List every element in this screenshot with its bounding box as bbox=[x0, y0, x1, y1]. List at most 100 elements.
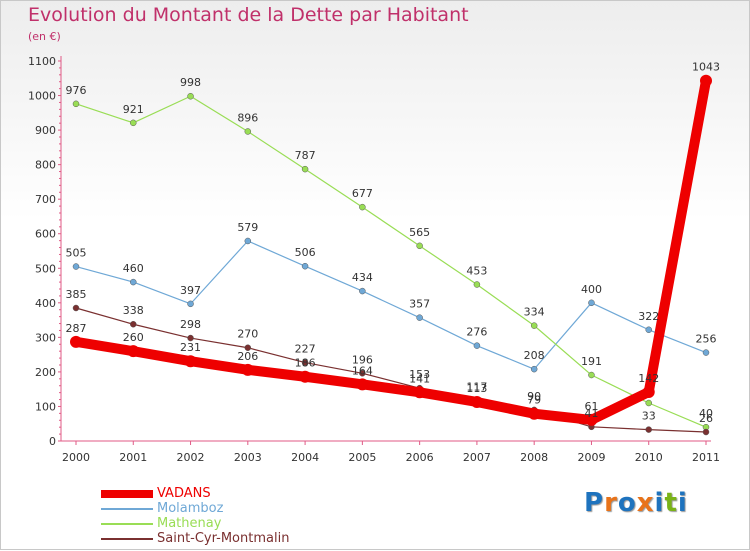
y-minor-tick bbox=[59, 412, 61, 414]
y-tick-label: 600 bbox=[35, 228, 56, 241]
data-label: 61 bbox=[584, 400, 598, 413]
x-tick-label: 2000 bbox=[62, 451, 90, 464]
data-label: 142 bbox=[638, 372, 659, 385]
data-point bbox=[645, 426, 652, 433]
data-point bbox=[530, 365, 538, 373]
chart-title: Evolution du Montant de la Dette par Hab… bbox=[28, 4, 469, 26]
data-label: 79 bbox=[527, 394, 541, 407]
data-label: 276 bbox=[466, 326, 487, 339]
y-minor-tick bbox=[59, 136, 61, 138]
data-point bbox=[588, 299, 595, 307]
data-label: 565 bbox=[409, 226, 430, 239]
data-label: 460 bbox=[123, 262, 144, 275]
data-label: 322 bbox=[638, 310, 659, 323]
data-point bbox=[473, 342, 481, 349]
data-point bbox=[70, 335, 82, 348]
data-label: 896 bbox=[237, 111, 258, 124]
y-minor-tick bbox=[59, 171, 61, 173]
legend-swatch bbox=[101, 523, 153, 525]
y-minor-tick bbox=[59, 191, 61, 193]
data-point bbox=[301, 359, 309, 366]
data-point bbox=[72, 263, 80, 270]
series-line-molamboz bbox=[75, 240, 707, 370]
data-label: 164 bbox=[352, 364, 373, 377]
x-tick-label: 2003 bbox=[234, 451, 262, 464]
data-point bbox=[359, 203, 366, 211]
x-tick-label: 2004 bbox=[291, 451, 319, 464]
data-label: 385 bbox=[66, 288, 87, 301]
proxiti-logo: Proxiti bbox=[584, 488, 688, 518]
y-minor-tick bbox=[59, 177, 61, 179]
y-minor-tick bbox=[59, 253, 61, 255]
data-point bbox=[416, 314, 423, 321]
data-point bbox=[187, 92, 194, 100]
data-label: 260 bbox=[123, 331, 144, 344]
data-point bbox=[127, 345, 140, 358]
y-minor-tick bbox=[59, 101, 61, 103]
y-tick-label: 500 bbox=[35, 262, 56, 275]
y-tick-label: 800 bbox=[35, 159, 56, 172]
y-minor-tick bbox=[59, 323, 61, 325]
data-point bbox=[642, 385, 655, 398]
data-label: 298 bbox=[180, 318, 201, 331]
y-minor-tick bbox=[59, 108, 61, 110]
data-label: 334 bbox=[524, 306, 545, 319]
legend-label: VADANS bbox=[157, 486, 211, 501]
data-point bbox=[130, 119, 137, 127]
data-point bbox=[702, 428, 710, 436]
series-line-saint-cyr-montmalin bbox=[75, 307, 707, 433]
y-minor-tick bbox=[59, 316, 61, 318]
legend-label: Saint-Cyr-Montmalin bbox=[157, 531, 290, 546]
y-minor-tick bbox=[59, 212, 61, 214]
data-label: 579 bbox=[237, 221, 258, 234]
data-point bbox=[528, 407, 541, 420]
y-tick-label: 300 bbox=[35, 331, 56, 344]
data-point bbox=[187, 300, 194, 308]
data-point bbox=[359, 370, 366, 377]
y-minor-tick bbox=[59, 309, 61, 311]
y-minor-tick bbox=[59, 343, 61, 345]
y-tick-label: 1100 bbox=[28, 55, 56, 68]
data-label: 921 bbox=[123, 103, 144, 116]
data-label: 505 bbox=[66, 247, 87, 260]
y-tick-label: 900 bbox=[35, 124, 56, 137]
data-point bbox=[244, 128, 252, 135]
x-tick-label: 2006 bbox=[406, 451, 434, 464]
data-point bbox=[299, 370, 312, 383]
data-label: 227 bbox=[295, 343, 316, 356]
data-point bbox=[72, 304, 80, 312]
y-minor-tick bbox=[59, 350, 61, 352]
data-label: 41 bbox=[584, 407, 598, 420]
y-tick-label: 700 bbox=[35, 193, 56, 206]
data-point bbox=[645, 326, 652, 334]
legend-label: Molamboz bbox=[157, 501, 224, 516]
data-label: 400 bbox=[581, 283, 602, 296]
data-point bbox=[72, 100, 80, 108]
x-tick-label: 2002 bbox=[177, 451, 205, 464]
data-point bbox=[700, 74, 712, 87]
x-tick-label: 2010 bbox=[635, 451, 663, 464]
y-minor-tick bbox=[59, 74, 61, 76]
data-point bbox=[588, 371, 595, 379]
y-minor-tick bbox=[59, 357, 61, 359]
data-label: 287 bbox=[66, 322, 87, 335]
y-minor-tick bbox=[59, 219, 61, 221]
data-point bbox=[416, 242, 423, 250]
data-label: 677 bbox=[352, 187, 373, 200]
data-label: 256 bbox=[696, 333, 717, 346]
y-minor-tick bbox=[59, 184, 61, 186]
data-point bbox=[130, 278, 137, 286]
y-minor-tick bbox=[59, 122, 61, 124]
y-tick-label: 400 bbox=[35, 297, 56, 310]
data-point bbox=[585, 413, 598, 426]
y-minor-tick bbox=[59, 205, 61, 207]
y-tick-label: 100 bbox=[35, 400, 56, 413]
y-tick-label: 0 bbox=[49, 435, 56, 448]
data-label: 186 bbox=[295, 357, 316, 370]
series-line-mathenay bbox=[75, 95, 707, 428]
data-label: 506 bbox=[295, 246, 316, 259]
y-minor-tick bbox=[59, 419, 61, 421]
x-tick-label: 2008 bbox=[520, 451, 548, 464]
y-minor-tick bbox=[59, 392, 61, 394]
